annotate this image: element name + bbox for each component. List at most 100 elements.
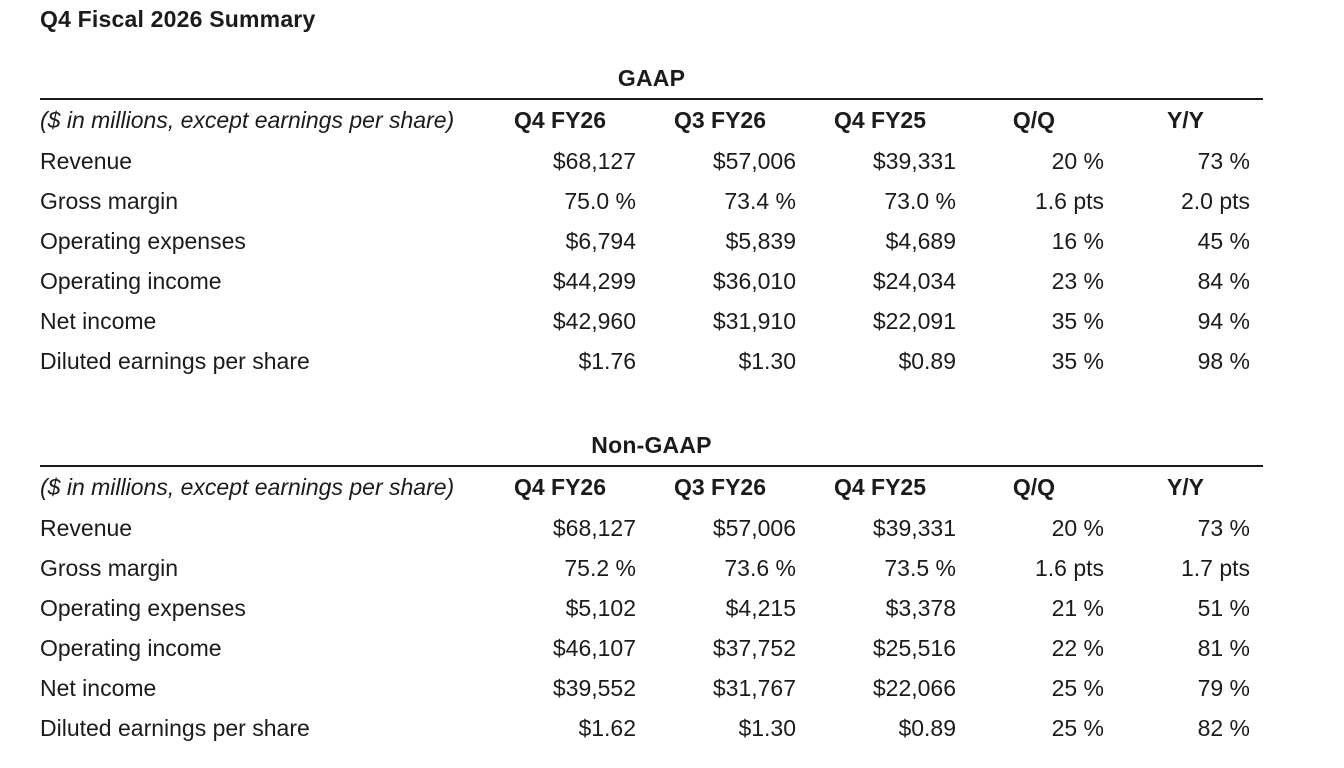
row-label: Diluted earnings per share: [40, 714, 310, 741]
cell-value: $1.62: [578, 714, 636, 741]
cell-value: $22,066: [872, 674, 956, 701]
row-label: Net income: [40, 307, 157, 334]
row-label: Revenue: [40, 147, 133, 174]
non-gaap-table: ($ in millions, except earnings per shar…: [40, 465, 1263, 748]
cell-value: $44,299: [552, 267, 636, 294]
cell-value: 35 %: [1051, 347, 1104, 374]
column-header: Q4 FY25: [833, 474, 927, 500]
cell-value: 21 %: [1051, 594, 1104, 621]
row-label: Diluted earnings per share: [40, 347, 310, 374]
cell-value: 25 %: [1051, 674, 1104, 701]
table-row: Operating income $46,107 $37,752 $25,516 22 …: [40, 628, 1263, 668]
column-header: Y/Y: [1166, 107, 1205, 133]
cell-value: $0.89: [898, 714, 956, 741]
cell-value: 2.0 pts: [1180, 187, 1250, 214]
cell-value: $3,378: [885, 594, 956, 621]
cell-value: $4,689: [885, 227, 956, 254]
cell-value: $39,331: [872, 147, 956, 174]
gaap-table: ($ in millions, except earnings per shar…: [40, 98, 1263, 381]
cell-value: 20 %: [1051, 147, 1104, 174]
column-header: Q4 FY26: [513, 107, 607, 133]
column-header: Q3 FY26: [673, 107, 767, 133]
cell-value: $39,552: [552, 674, 636, 701]
cell-value: $0.89: [898, 347, 956, 374]
column-header: Q/Q: [1012, 107, 1056, 133]
row-label: Gross margin: [40, 187, 179, 214]
cell-value: $31,910: [712, 307, 796, 334]
row-label: Operating income: [40, 634, 222, 661]
cell-value: 79 %: [1197, 674, 1250, 701]
financial-summary-page: Q4 Fiscal 2026 Summary GAAP ($ in millio…: [40, 0, 1263, 748]
cell-value: $1.30: [738, 714, 796, 741]
cell-value: $68,127: [552, 514, 636, 541]
cell-value: $68,127: [552, 147, 636, 174]
gaap-section: GAAP ($ in millions, except earnings per…: [40, 64, 1263, 381]
cell-value: 98 %: [1197, 347, 1250, 374]
row-label: Net income: [40, 674, 157, 701]
table-row: Revenue $68,127 $57,006 $39,331 20 % 73 %: [40, 141, 1263, 181]
table-row: Net income $42,960 $31,910 $22,091 35 % 94 %: [40, 301, 1263, 341]
cell-value: $4,215: [725, 594, 796, 621]
cell-value: $31,767: [712, 674, 796, 701]
table-row: Operating expenses $5,102 $4,215 $3,378 21 %…: [40, 588, 1263, 628]
row-label: Operating expenses: [40, 227, 246, 254]
column-header: Q/Q: [1012, 474, 1056, 500]
cell-value: $6,794: [565, 227, 636, 254]
column-header: Q3 FY26: [673, 474, 767, 500]
cell-value: 75.0 %: [564, 187, 636, 214]
cell-value: 23 %: [1051, 267, 1104, 294]
row-label: Operating expenses: [40, 594, 246, 621]
page-title: Q4 Fiscal 2026 Summary: [40, 6, 316, 32]
non-gaap-section-title: Non-GAAP: [591, 432, 712, 458]
cell-value: $5,102: [565, 594, 636, 621]
table-row: Gross margin 75.0 % 73.4 % 73.0 % 1.6 pts 2.0…: [40, 181, 1263, 221]
cell-value: $57,006: [712, 147, 796, 174]
cell-value: $5,839: [725, 227, 796, 254]
cell-value: $42,960: [552, 307, 636, 334]
column-header: Y/Y: [1166, 474, 1205, 500]
cell-value: 51 %: [1197, 594, 1250, 621]
cell-value: 1.6 pts: [1034, 187, 1104, 214]
table-row: Net income $39,552 $31,767 $22,066 25 % 79 %: [40, 668, 1263, 708]
cell-value: 73 %: [1197, 514, 1250, 541]
row-label: Revenue: [40, 514, 133, 541]
table-row: Gross margin 75.2 % 73.6 % 73.5 % 1.6 pts 1.7…: [40, 548, 1263, 588]
cell-value: $1.30: [738, 347, 796, 374]
column-header: Q4 FY26: [513, 474, 607, 500]
row-label: Gross margin: [40, 554, 179, 581]
cell-value: 84 %: [1197, 267, 1250, 294]
gaap-section-title: GAAP: [617, 65, 686, 91]
table-row: Diluted earnings per share $1.76 $1.30 $0.8…: [40, 341, 1263, 381]
cell-value: 81 %: [1197, 634, 1250, 661]
cell-value: $24,034: [872, 267, 956, 294]
table-row: Operating income $44,299 $36,010 $24,034 23 …: [40, 261, 1263, 301]
cell-value: 45 %: [1197, 227, 1250, 254]
cell-value: 20 %: [1051, 514, 1104, 541]
cell-value: 25 %: [1051, 714, 1104, 741]
cell-value: 75.2 %: [564, 554, 636, 581]
cell-value: 73.4 %: [724, 187, 796, 214]
cell-value: $1.76: [578, 347, 636, 374]
cell-value: 1.7 pts: [1180, 554, 1250, 581]
table-row: Revenue $68,127 $57,006 $39,331 20 % 73 %: [40, 508, 1263, 548]
cell-value: 73 %: [1197, 147, 1250, 174]
column-header: Q4 FY25: [833, 107, 927, 133]
row-label: Operating income: [40, 267, 222, 294]
cell-value: 22 %: [1051, 634, 1104, 661]
cell-value: 82 %: [1197, 714, 1250, 741]
cell-value: 1.6 pts: [1034, 554, 1104, 581]
cell-value: $39,331: [872, 514, 956, 541]
table-header-row: ($ in millions, except earnings per shar…: [40, 466, 1263, 508]
units-note: ($ in millions, except earnings per shar…: [40, 107, 455, 133]
cell-value: $57,006: [712, 514, 796, 541]
table-header-row: ($ in millions, except earnings per shar…: [40, 99, 1263, 141]
cell-value: 35 %: [1051, 307, 1104, 334]
table-row: Diluted earnings per share $1.62 $1.30 $0.8…: [40, 708, 1263, 748]
non-gaap-section: Non-GAAP ($ in millions, except earnings…: [40, 431, 1263, 748]
cell-value: 73.5 %: [884, 554, 956, 581]
cell-value: $46,107: [552, 634, 636, 661]
cell-value: $36,010: [712, 267, 796, 294]
cell-value: 73.0 %: [884, 187, 956, 214]
cell-value: $25,516: [872, 634, 956, 661]
cell-value: 73.6 %: [724, 554, 796, 581]
